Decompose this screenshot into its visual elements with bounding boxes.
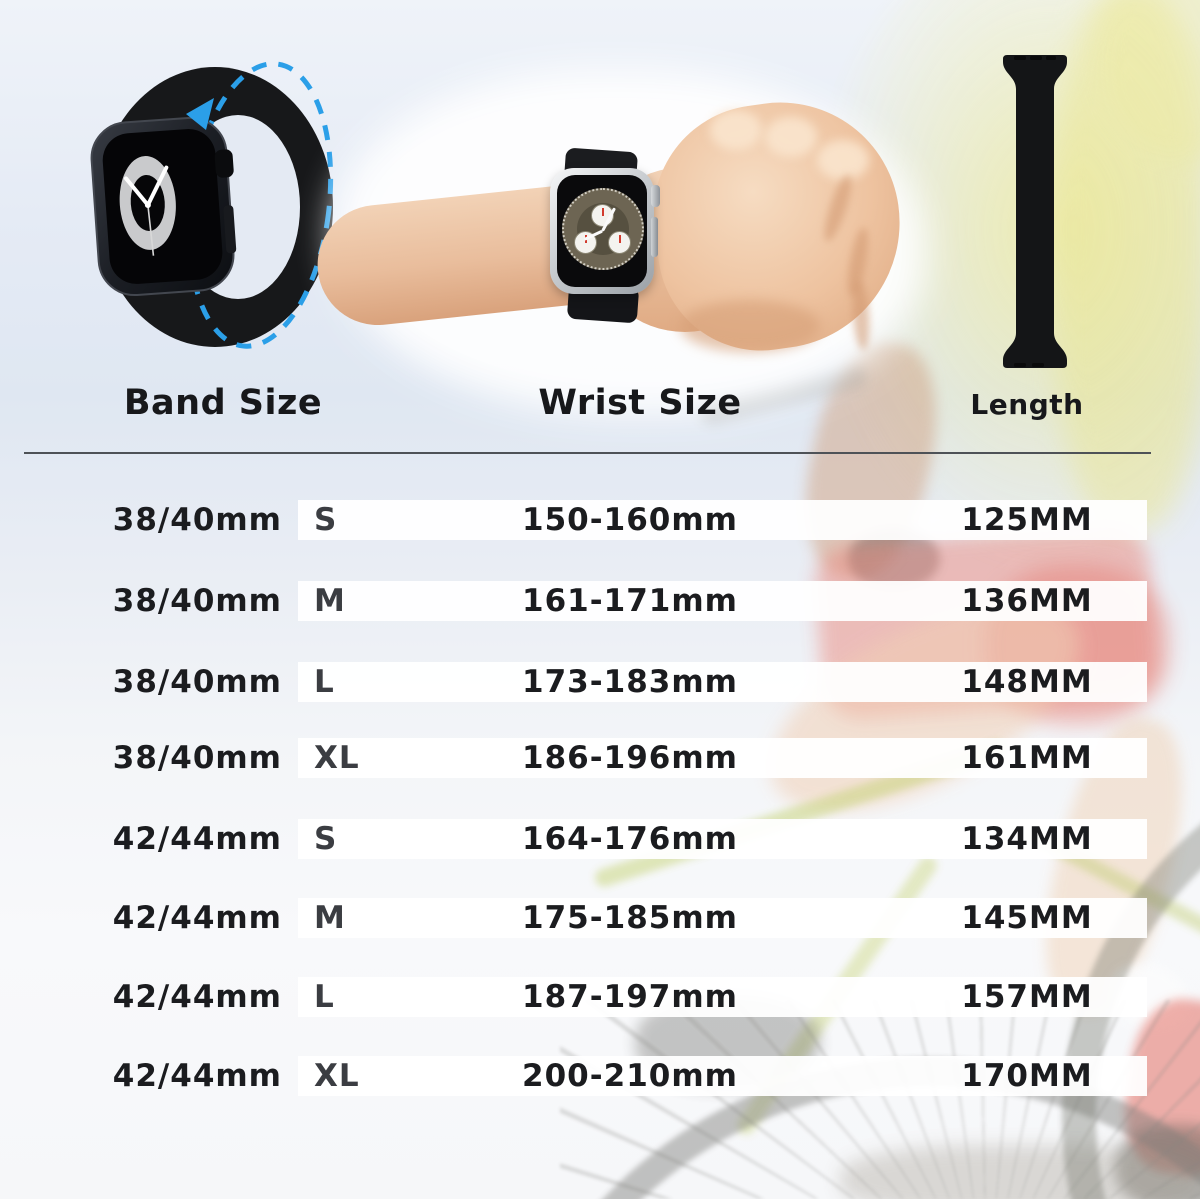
length-header: Length <box>970 388 1084 421</box>
band-size-cell: 42/44mm <box>112 1058 282 1094</box>
size-letter-cell: M <box>314 583 346 619</box>
band-size-cell: 42/44mm <box>112 979 282 1015</box>
knuckle <box>765 117 817 157</box>
watch-subdial <box>608 231 631 254</box>
band-size-header: Band Size <box>123 383 323 423</box>
solo-loop-watch-icon <box>90 61 334 349</box>
size-letter-cell: XL <box>314 740 360 776</box>
band-size-illustration <box>70 50 350 360</box>
watch-dial <box>562 188 644 270</box>
size-letter-cell: S <box>314 821 338 857</box>
band-size-cell: 38/40mm <box>112 502 282 538</box>
row-highlight-strip <box>298 662 1147 702</box>
knuckle <box>710 110 762 150</box>
length-cell: 161MM <box>961 740 1093 776</box>
wrist-size-cell: 187-197mm <box>522 979 738 1015</box>
band-size-cell: 42/44mm <box>112 821 282 857</box>
band-size-cell: 38/40mm <box>112 664 282 700</box>
wrist-size-cell: 164-176mm <box>522 821 738 857</box>
table-row: 42/44mm L 187-197mm 157MM <box>0 977 1200 1017</box>
band-size-cell: 42/44mm <box>112 900 282 936</box>
wrist-size-header: Wrist Size <box>538 383 742 423</box>
watch-crown <box>651 185 660 207</box>
table-row: 42/44mm S 164-176mm 134MM <box>0 819 1200 859</box>
wrist-size-cell: 161-171mm <box>522 583 738 619</box>
row-highlight-strip <box>298 898 1147 938</box>
row-highlight-strip <box>298 738 1147 778</box>
table-row: 38/40mm S 150-160mm 125MM <box>0 500 1200 540</box>
wrist-size-cell: 186-196mm <box>522 740 738 776</box>
wrist-size-cell: 200-210mm <box>522 1058 738 1094</box>
length-cell: 170MM <box>961 1058 1093 1094</box>
length-cell: 145MM <box>961 900 1093 936</box>
length-cell: 134MM <box>961 821 1093 857</box>
size-letter-cell: S <box>314 502 338 538</box>
length-cell: 157MM <box>961 979 1093 1015</box>
band-size-cell: 38/40mm <box>112 583 282 619</box>
length-cell: 148MM <box>961 664 1093 700</box>
length-cell: 136MM <box>961 583 1093 619</box>
measure-arrow-icon <box>186 98 214 130</box>
table-row: 38/40mm M 161-171mm 136MM <box>0 581 1200 621</box>
table-row: 38/40mm L 173-183mm 148MM <box>0 662 1200 702</box>
watch-side-button <box>651 217 658 257</box>
table-row: 42/44mm M 175-185mm 145MM <box>0 898 1200 938</box>
row-highlight-strip <box>298 581 1147 621</box>
row-highlight-strip <box>298 1056 1147 1096</box>
band-size-cell: 38/40mm <box>112 740 282 776</box>
length-cell: 125MM <box>961 502 1093 538</box>
table-row: 38/40mm XL 186-196mm 161MM <box>0 738 1200 778</box>
header-divider-line <box>24 452 1151 454</box>
wrist-size-cell: 175-185mm <box>522 900 738 936</box>
row-highlight-strip <box>298 819 1147 859</box>
size-letter-cell: L <box>314 664 335 700</box>
thumb-shadow <box>680 300 820 352</box>
size-letter-cell: M <box>314 900 346 936</box>
row-highlight-strip <box>298 977 1147 1017</box>
table-row: 42/44mm XL 200-210mm 170MM <box>0 1056 1200 1096</box>
size-letter-cell: XL <box>314 1058 360 1094</box>
wrist-size-cell: 150-160mm <box>522 502 738 538</box>
wrist-size-cell: 173-183mm <box>522 664 738 700</box>
size-letter-cell: L <box>314 979 335 1015</box>
